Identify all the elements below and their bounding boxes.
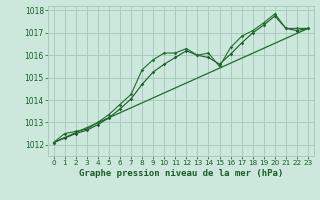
X-axis label: Graphe pression niveau de la mer (hPa): Graphe pression niveau de la mer (hPa): [79, 169, 283, 178]
